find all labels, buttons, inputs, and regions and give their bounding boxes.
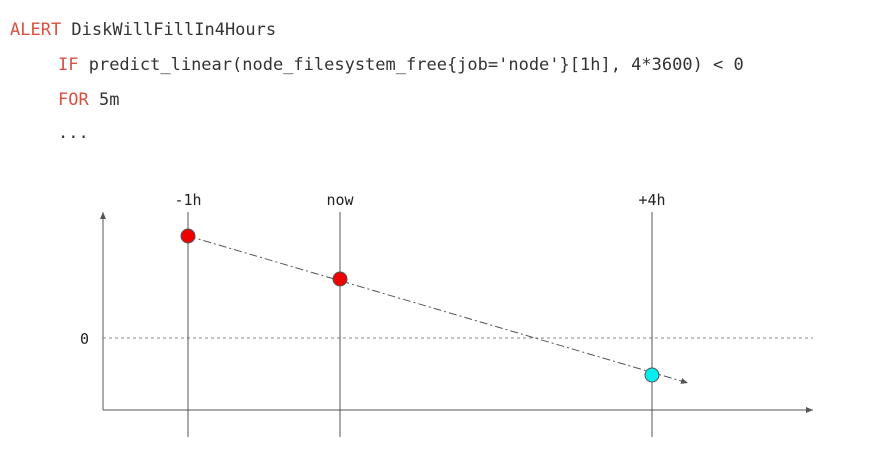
if-keyword: IF bbox=[58, 55, 79, 75]
for-line: FOR 5m bbox=[58, 90, 119, 110]
for-duration: 5m bbox=[88, 90, 120, 110]
observed-point-now bbox=[332, 271, 348, 287]
linear-prediction-line bbox=[187, 235, 689, 384]
if-line: IF predict_linear(node_filesystem_free{j… bbox=[58, 55, 744, 75]
if-expression: predict_linear(node_filesystem_free{job=… bbox=[78, 55, 744, 75]
alert-name: DiskWillFillIn4Hours bbox=[61, 20, 277, 40]
time-label-now: now bbox=[326, 191, 354, 209]
ellipsis-line: ... bbox=[58, 123, 89, 143]
alert-line: ALERT DiskWillFillIn4Hours bbox=[10, 20, 276, 40]
alert-keyword: ALERT bbox=[10, 20, 62, 40]
for-keyword: FOR bbox=[58, 90, 89, 110]
zero-label: 0 bbox=[80, 330, 89, 348]
time-label-past: -1h bbox=[174, 191, 201, 209]
observed-point-past bbox=[180, 228, 196, 244]
time-label-future: +4h bbox=[638, 191, 665, 209]
predicted-point-future bbox=[644, 367, 660, 383]
